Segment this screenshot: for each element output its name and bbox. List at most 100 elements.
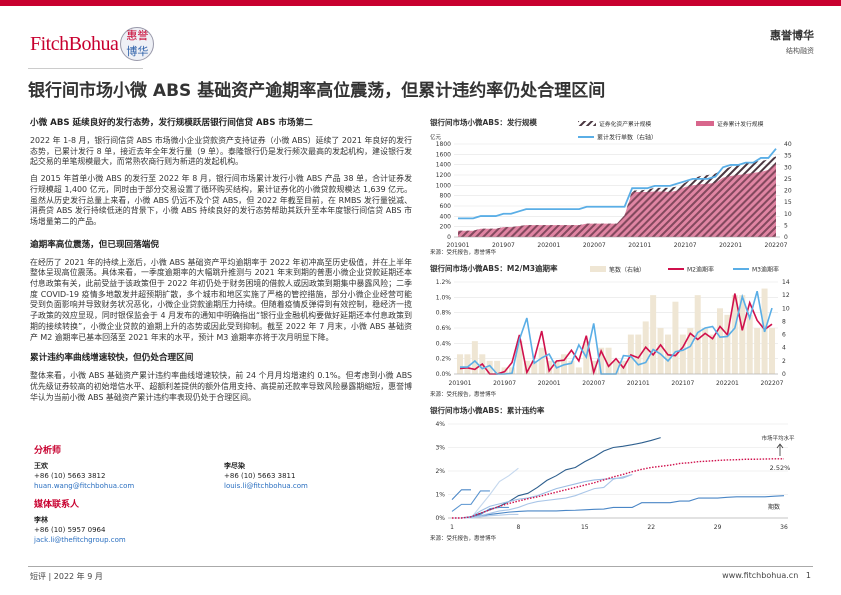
y2-tick-label: 35 [784, 153, 792, 160]
bar-deal-count [575, 367, 582, 374]
media-email-link[interactable]: jack.li@thefitchgroup.com [34, 536, 126, 544]
website-link[interactable]: www.fitchbohua.cn [722, 571, 799, 580]
media-label: 媒体联系人 [34, 500, 80, 510]
bar-deal-count [650, 295, 657, 374]
series-deal-4 [451, 490, 490, 512]
bar-deal-count [635, 334, 642, 374]
chart-title: 银行间市场小微ABS：发行规模 [430, 117, 537, 127]
y2-tick-label: 0 [784, 234, 788, 241]
legend-securitized-swatch [578, 121, 596, 126]
series-deal-3 [451, 489, 471, 501]
x-tick-label: 202101 [628, 242, 651, 249]
y-tick-label: 4% [435, 421, 445, 428]
x-tick-label: 201901 [449, 380, 472, 387]
series-m2-line [459, 293, 773, 376]
x-tick-label: 202201 [716, 380, 739, 387]
analyst-email-link[interactable]: louis.li@fitchbohua.com [224, 482, 308, 490]
legend-m3: M3逾期率 [752, 266, 779, 274]
paragraph: 2022 年 1-8 月，银行间信贷 ABS 市场微小企业贷款资产支持证券（小微… [30, 136, 412, 167]
bar-deal-count [687, 328, 694, 374]
series-deal-count-line [458, 148, 777, 220]
y2-tick-label: 4 [782, 345, 786, 352]
legend-deal-count: 笔数（右轴） [609, 266, 645, 274]
y2-tick-label: 10 [782, 305, 790, 312]
y-tick-label: 1.0% [436, 294, 452, 301]
analyst-card: 李尽染 +86 (10) 5663 3811 louis.li@fitchboh… [224, 461, 414, 491]
x-tick-label: 22 [647, 524, 655, 531]
media-name: 李林 [34, 516, 48, 524]
chart-title: 银行间市场小微ABS：M2/M3逾期率 [430, 263, 558, 273]
series-deal-1 [452, 437, 661, 519]
y2-tick-label: 14 [782, 279, 790, 286]
y-tick-label: 0.8% [436, 310, 452, 317]
chart-cumulative-default: 银行间市场小微ABS：累计违约率 0% 1% 2% 3% 4% 1 8 15 22 29 36 市场平均… [428, 402, 798, 548]
series-deal-6 [452, 474, 633, 519]
y2-tick-label: 25 [784, 176, 792, 183]
y-axis-unit: 亿元 [430, 133, 442, 141]
footer-label: 短评 | 2022 年 9 月 [30, 572, 103, 581]
paragraph: 自 2015 年首单小微 ABS 的发行至 2022 年 8 月，银行间市场累计… [30, 174, 412, 226]
y-tick-label: 0% [435, 515, 445, 522]
analyst-email-link[interactable]: huan.wang@fitchbohua.com [34, 482, 135, 490]
bar-deal-count [486, 360, 493, 374]
legend-m2: M2逾期率 [687, 266, 714, 274]
x-tick-label: 201901 [447, 242, 470, 249]
legend-deal-count: 累计发行单数（右轴） [597, 134, 657, 142]
y2-tick-label: 20 [784, 188, 792, 195]
legend-securitized: 证券化资产累计规模 [599, 120, 651, 128]
contacts: 分析师 王欢 +86 (10) 5663 3812 huan.wang@fitc… [34, 443, 414, 549]
x-tick-label: 202001 [537, 242, 560, 249]
section-heading: 累计违约率曲线增速较快，但仍处合理区间 [30, 353, 194, 364]
y2-tick-label: 8 [782, 318, 786, 325]
series-deal-2 [452, 495, 785, 519]
x-tick-label: 202201 [719, 242, 742, 249]
bar-deal-count [516, 341, 523, 374]
chart-source: 来源：受托报告，惠誉博华 [430, 534, 497, 542]
bar-deal-count [724, 314, 731, 374]
logo-text: FitchBohua [30, 32, 119, 55]
series-deal-7 [452, 473, 633, 519]
bar-deal-count [702, 328, 709, 374]
analyst-name: 王欢 [34, 462, 48, 470]
x-tick-label: 202107 [671, 380, 694, 387]
bar-deal-count [531, 360, 538, 374]
x-axis-label: 期数 [768, 503, 780, 511]
divider [28, 68, 143, 69]
x-tick-label: 202007 [583, 242, 606, 249]
top-accent-bar [0, 0, 841, 6]
chart-source: 来源：受托报告，惠誉博华 [430, 390, 497, 398]
y-tick-label: 1400 [436, 162, 451, 169]
bar-deal-count [568, 360, 575, 374]
analyst-name: 李尽染 [224, 462, 245, 470]
annotation-market-average: 市场平均水平 [761, 434, 795, 442]
bar-deal-count [709, 334, 716, 374]
y-tick-label: 0.0% [436, 371, 452, 378]
x-tick-label: 15 [581, 524, 589, 531]
y-tick-label: 0.4% [436, 340, 452, 347]
media-contact-card: 李林 +86 (10) 5957 0964 jack.li@thefitchgr… [34, 515, 227, 545]
y-tick-label: 1.2% [436, 279, 452, 286]
fitchbohua-logo: FitchBohua 惠誉 博华 [30, 27, 155, 61]
bar-deal-count [457, 354, 463, 374]
footer-right: www.fitchbohua.cn 1 [722, 571, 811, 580]
series-deal-5 [452, 467, 519, 519]
bar-deal-count [538, 347, 545, 374]
x-tick-label: 201907 [492, 242, 515, 249]
y-tick-label: 1200 [436, 172, 451, 179]
y-tick-label: 1600 [436, 151, 451, 158]
page-number: 1 [805, 571, 811, 580]
series-market-average [452, 458, 784, 519]
y-tick-label: 400 [440, 213, 452, 220]
y2-tick-label: 2 [782, 358, 786, 365]
arrow-up-icon [776, 443, 784, 456]
y2-tick-label: 15 [784, 199, 792, 206]
x-tick-label: 202207 [761, 380, 784, 387]
x-tick-label: 202207 [765, 242, 788, 249]
x-tick-label: 8 [516, 524, 520, 531]
section-heading: 逾期率高位震荡，但已现回落端倪 [30, 239, 159, 250]
bar-deal-count [731, 295, 738, 374]
analysts-label: 分析师 [34, 446, 62, 456]
article-body: 小微 ABS 延续良好的发行态势，发行规模跃居银行间信贷 ABS 市场第二 20… [30, 116, 412, 409]
page-title: 银行间市场小微 ABS 基础资产逾期率高位震荡，但累计违约率仍处合理区间 [28, 81, 606, 101]
bar-deal-count [672, 301, 679, 374]
